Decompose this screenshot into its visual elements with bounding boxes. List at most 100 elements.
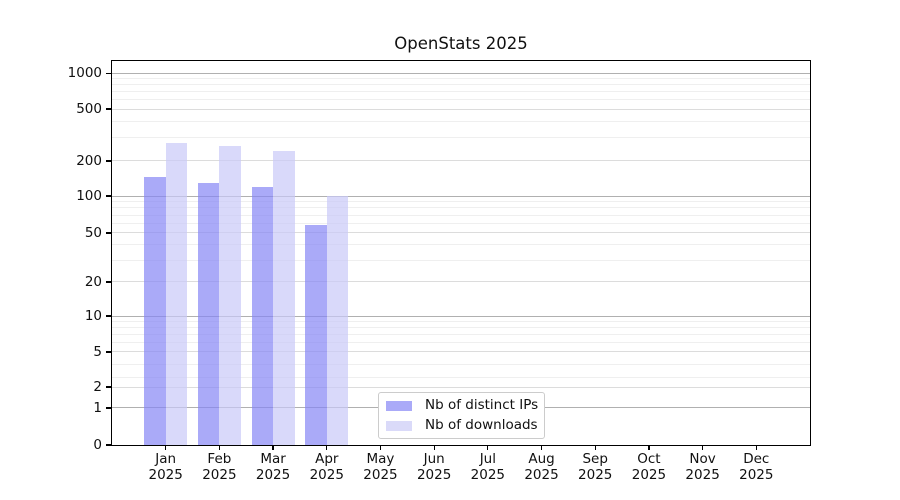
y-tick-mark [106, 195, 111, 197]
legend: Nb of distinct IPs Nb of downloads [378, 392, 545, 439]
x-tick-year: 2025 [631, 467, 667, 483]
plot-area [111, 60, 811, 446]
x-tick-label-may: May 2025 [350, 451, 410, 483]
y-tick-label: 200 [76, 152, 102, 169]
bar-apr-distinct-ips [305, 225, 327, 445]
x-tick-year: 2025 [470, 467, 506, 483]
y-tick-mark [106, 407, 111, 409]
legend-swatch-downloads-icon [386, 420, 412, 431]
gridline-minor [112, 78, 810, 80]
x-tick-month: Dec [743, 451, 770, 467]
gridline-light [112, 386, 810, 388]
gridline-minor [112, 341, 810, 343]
gridline-minor [112, 222, 810, 224]
gridline-minor [112, 244, 810, 246]
x-tick-year: 2025 [524, 467, 559, 483]
x-tick-month: Jun [423, 451, 445, 467]
x-tick-month: Mar [260, 451, 286, 467]
x-tick-label-jul: Jul 2025 [458, 451, 518, 483]
x-tick-label-nov: Nov 2025 [673, 451, 733, 483]
chart-title: OpenStats 2025 [394, 34, 528, 53]
x-tick-year: 2025 [578, 467, 613, 483]
gridline-minor [112, 137, 810, 139]
x-tick-mark [594, 446, 596, 450]
x-tick-mark [165, 446, 167, 450]
gridline-minor [112, 214, 810, 216]
y-tick-label: 500 [76, 101, 102, 117]
gridline-minor [112, 363, 810, 365]
y-tick-mark [106, 72, 111, 74]
y-tick-mark [106, 315, 111, 317]
x-tick-month: Nov [689, 451, 716, 467]
bar-feb-distinct-ips [197, 182, 220, 445]
bar-mar-distinct-ips [251, 186, 274, 445]
x-tick-month: Oct [637, 451, 661, 467]
legend-swatch-distinct-ips-icon [386, 400, 412, 411]
y-tick-label: 0 [93, 437, 102, 453]
gridline-light [112, 281, 810, 283]
x-tick-month: Jan [155, 451, 177, 467]
x-tick-month: Jul [479, 451, 496, 467]
x-tick-mark [755, 446, 757, 450]
y-tick-label: 100 [76, 188, 102, 204]
gridline-minor [112, 91, 810, 93]
x-tick-year: 2025 [202, 467, 237, 483]
bar-apr-downloads [326, 196, 349, 445]
gridline-minor [112, 321, 810, 323]
gridline-light [112, 232, 810, 234]
x-tick-label-mar: Mar 2025 [243, 451, 303, 483]
y-tick-mark [106, 108, 111, 110]
y-tick-label: 5 [93, 343, 102, 360]
x-tick-label-apr: Apr 2025 [297, 451, 357, 483]
x-tick-mark [540, 446, 543, 450]
gridline-minor [112, 121, 810, 123]
y-tick-mark [106, 386, 111, 388]
x-tick-year: 2025 [685, 467, 720, 483]
gridline-minor [112, 99, 810, 101]
y-tick-label: 10 [84, 308, 102, 324]
x-tick-month: Feb [207, 451, 232, 467]
x-tick-mark [218, 446, 220, 450]
gridline-light [112, 108, 810, 110]
x-tick-year: 2025 [255, 467, 291, 483]
gridline-minor [112, 207, 810, 209]
x-tick-mark [379, 446, 382, 450]
y-tick-mark [106, 351, 111, 353]
bar-feb-downloads [219, 146, 241, 445]
x-tick-label-sep: Sep 2025 [565, 451, 625, 483]
x-tick-year: 2025 [739, 467, 774, 483]
x-tick-mark [487, 446, 489, 450]
y-tick-label: 50 [84, 224, 102, 241]
y-tick-mark [106, 281, 111, 283]
legend-label-distinct-ips: Nb of distinct IPs [425, 397, 539, 413]
x-tick-year: 2025 [148, 467, 183, 483]
bar-mar-downloads [273, 150, 295, 445]
y-tick-mark [106, 232, 111, 234]
y-tick-mark [106, 444, 111, 446]
gridline-major [112, 195, 810, 197]
x-tick-year: 2025 [309, 467, 344, 483]
y-tick-label: 1000 [67, 65, 102, 82]
x-tick-mark [272, 446, 274, 450]
y-tick-label: 1 [93, 399, 102, 416]
gridline-major [112, 315, 810, 317]
x-tick-mark [326, 446, 328, 450]
gridline-minor [112, 201, 810, 203]
gridline-minor [112, 84, 810, 86]
x-tick-mark [433, 446, 435, 450]
x-tick-month: Sep [582, 451, 608, 467]
x-tick-label-jun: Jun 2025 [404, 451, 464, 483]
y-tick-label: 2 [93, 379, 102, 396]
x-tick-year: 2025 [363, 467, 398, 483]
x-tick-label-feb: Feb 2025 [189, 451, 249, 483]
x-tick-month: May [366, 451, 395, 467]
gridline-light [112, 351, 810, 353]
x-tick-mark [702, 446, 704, 450]
legend-item-downloads: Nb of downloads [386, 416, 544, 435]
x-tick-year: 2025 [416, 467, 452, 483]
y-tick-label: 20 [84, 273, 102, 290]
legend-item-distinct-ips: Nb of distinct IPs [386, 396, 544, 415]
gridline-minor [112, 259, 810, 261]
legend-label-downloads: Nb of downloads [425, 417, 538, 433]
